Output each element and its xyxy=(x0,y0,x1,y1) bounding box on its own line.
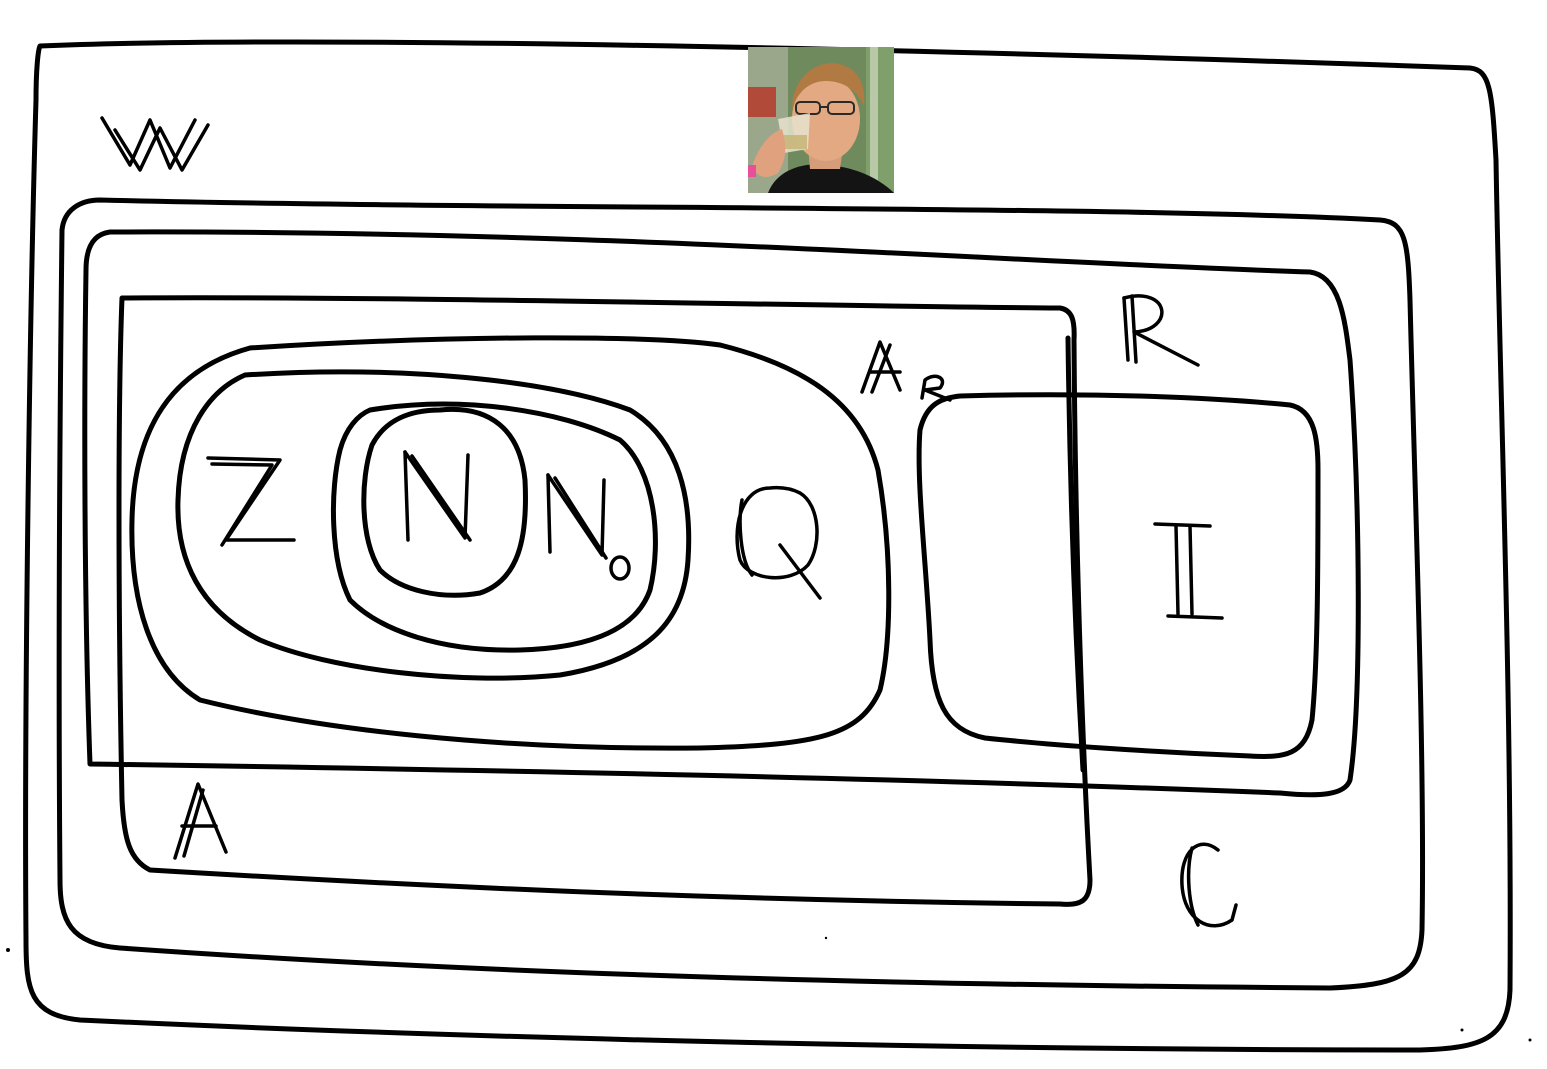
set-AR-outline xyxy=(129,335,892,751)
set-C-outline xyxy=(56,197,1426,991)
set-N-outline xyxy=(361,406,528,598)
label-N0: N 0 xyxy=(546,473,631,581)
set-Z-outline xyxy=(330,401,658,653)
label-W: W xyxy=(100,116,210,172)
label-I: I xyxy=(1153,522,1224,620)
label-Q: Q xyxy=(735,485,822,600)
label-Z: Z xyxy=(206,456,296,547)
set-A-right-boundary xyxy=(1065,335,1086,773)
set-Q-outline xyxy=(175,369,692,681)
scan-specks xyxy=(6,936,1532,1042)
label-N: N xyxy=(403,450,472,542)
set-I-outline xyxy=(916,392,1321,759)
set-W-outline xyxy=(23,39,1513,1053)
set-A-outline xyxy=(116,295,1093,907)
set-R-outline xyxy=(82,229,1361,798)
label-AR: A R xyxy=(860,340,952,402)
person-photo-icon xyxy=(748,47,894,193)
label-A: A xyxy=(173,782,228,860)
label-R: R xyxy=(1122,294,1200,367)
label-C: C xyxy=(1180,842,1238,928)
